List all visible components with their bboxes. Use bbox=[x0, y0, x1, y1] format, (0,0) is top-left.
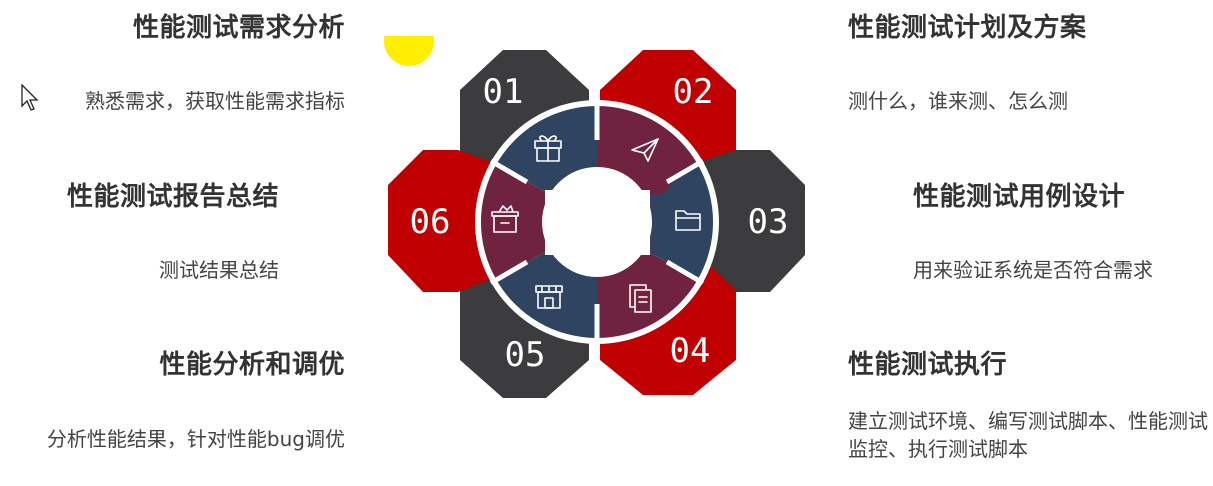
step-01-number: 01 bbox=[483, 72, 524, 112]
step-04-description: 建立测试环境、编写测试脚本、性能测试监控、执行测试脚本 bbox=[848, 409, 1208, 461]
step-02-title: 性能测试计划及方案 bbox=[848, 13, 1087, 43]
step-06-title: 性能测试报告总结 bbox=[66, 182, 279, 212]
gift-icon bbox=[534, 135, 562, 162]
step-06-number: 06 bbox=[410, 202, 451, 242]
mouse-cursor-icon bbox=[21, 84, 39, 111]
box-icon bbox=[491, 205, 519, 233]
step-06-description: 测试结果总结 bbox=[159, 258, 279, 282]
step-05-description: 分析性能结果，针对性能bug调优 bbox=[46, 427, 345, 451]
yellow-dot bbox=[384, 36, 434, 66]
hexagon-03 bbox=[690, 150, 805, 292]
step-03-description: 用来验证系统是否符合需求 bbox=[913, 258, 1153, 282]
step-05-number: 05 bbox=[505, 335, 546, 375]
step-05-title: 性能分析和调优 bbox=[159, 350, 345, 380]
step-01-title: 性能测试需求分析 bbox=[132, 13, 345, 43]
folder-icon bbox=[675, 210, 701, 231]
paper-plane-icon bbox=[631, 138, 659, 162]
step-04-title: 性能测试执行 bbox=[848, 350, 1008, 380]
step-03-title: 性能测试用例设计 bbox=[913, 182, 1126, 212]
step-04-number: 04 bbox=[670, 331, 711, 371]
documents-icon bbox=[629, 284, 652, 313]
step-02-number: 02 bbox=[673, 72, 714, 112]
hexagon-cycle-diagram: 01 02 03 04 05 06 bbox=[384, 36, 805, 398]
shop-icon bbox=[535, 285, 563, 309]
step-02-description: 测什么，谁来测、怎么测 bbox=[848, 89, 1068, 113]
hexagon-06 bbox=[388, 150, 500, 292]
step-03-number: 03 bbox=[748, 202, 789, 242]
step-01-description: 熟悉需求，获取性能需求指标 bbox=[85, 89, 345, 113]
